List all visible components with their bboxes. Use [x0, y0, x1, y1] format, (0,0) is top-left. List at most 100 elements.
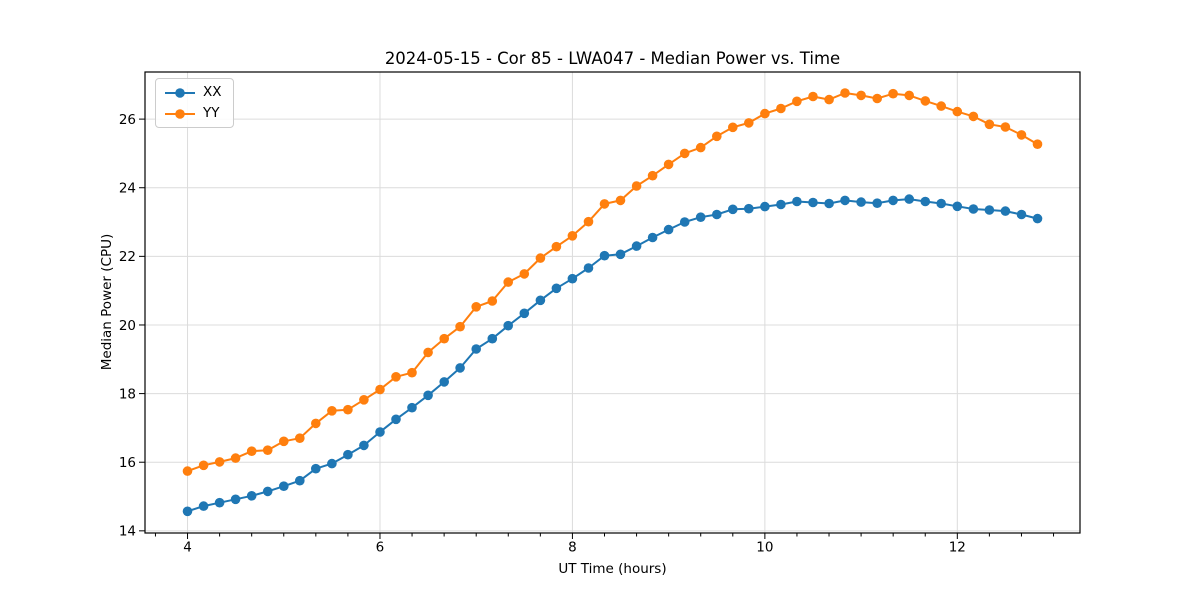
data-point: [615, 249, 626, 260]
data-point: [856, 197, 866, 207]
data-point: [182, 466, 193, 476]
data-point: [856, 90, 866, 101]
data-point: [567, 231, 578, 241]
data-point: [551, 241, 562, 252]
data-point: [198, 501, 209, 511]
data-point: [647, 232, 658, 243]
data-point: [262, 486, 273, 497]
data-point: [631, 181, 642, 191]
data-point: [1000, 206, 1011, 216]
data-point: [519, 269, 530, 279]
data-point: [872, 198, 882, 208]
data-point: [712, 209, 722, 220]
data-point: [230, 453, 241, 463]
legend-label-yy: YY: [203, 104, 220, 121]
data-point: [214, 497, 225, 508]
data-point: [808, 91, 818, 102]
data-point: [391, 414, 401, 425]
data-point: [391, 372, 401, 382]
data-point: [599, 199, 610, 209]
data-point: [792, 96, 802, 107]
data-point: [262, 445, 273, 456]
x-tick-label: 10: [756, 540, 773, 556]
data-point: [407, 402, 417, 413]
data-point: [728, 204, 738, 215]
data-point: [824, 198, 834, 209]
data-point: [375, 427, 385, 437]
data-point: [343, 449, 353, 460]
series-yy: [182, 88, 1043, 476]
data-point: [615, 195, 626, 206]
data-point: [808, 197, 818, 208]
series-xx: [182, 194, 1043, 517]
data-point: [198, 460, 209, 471]
data-point: [840, 195, 850, 206]
data-point: [936, 101, 946, 111]
data-point: [984, 205, 995, 215]
data-point: [359, 440, 369, 451]
data-point: [567, 273, 578, 284]
data-point: [407, 367, 417, 378]
data-point: [182, 506, 193, 517]
data-point: [535, 253, 546, 263]
data-point: [455, 363, 465, 373]
data-point: [343, 404, 353, 415]
legend: XX YY: [155, 78, 234, 128]
data-point: [792, 196, 802, 207]
data-point: [760, 108, 770, 119]
data-point: [776, 199, 786, 210]
data-point: [872, 93, 882, 104]
data-point: [1016, 130, 1027, 140]
legend-swatch-yy: [165, 108, 195, 119]
y-tick-label: 18: [119, 386, 136, 402]
x-tick-label: 12: [949, 540, 966, 556]
data-point: [968, 204, 979, 214]
data-point: [1016, 209, 1027, 220]
data-point: [663, 224, 674, 235]
data-point: [920, 96, 931, 106]
data-point: [295, 475, 305, 486]
data-point: [439, 333, 450, 344]
data-point: [695, 212, 706, 222]
data-point: [375, 384, 385, 395]
data-point: [631, 241, 642, 251]
data-point: [471, 344, 482, 354]
legend-label-xx: XX: [203, 83, 222, 100]
data-point: [311, 418, 321, 429]
data-point: [695, 142, 706, 153]
y-tick-label: 16: [119, 455, 136, 471]
data-point: [551, 283, 562, 294]
x-axis-label: UT Time (hours): [558, 561, 667, 577]
x-tick-label: 4: [183, 540, 192, 556]
data-point: [663, 159, 674, 170]
data-point: [423, 390, 433, 401]
data-point: [599, 250, 610, 261]
data-point: [952, 201, 963, 212]
data-point: [744, 203, 754, 214]
data-point: [583, 216, 594, 227]
data-point: [647, 170, 658, 181]
data-point: [984, 119, 995, 130]
data-point: [920, 196, 931, 207]
y-tick-label: 22: [119, 249, 136, 265]
data-point: [1000, 122, 1011, 132]
data-point: [503, 277, 513, 287]
data-point: [246, 491, 257, 501]
data-point: [279, 436, 289, 447]
y-tick-label: 20: [119, 318, 136, 334]
data-point: [904, 90, 914, 101]
data-point: [214, 457, 225, 467]
data-point: [519, 308, 530, 319]
data-point: [679, 217, 690, 227]
data-point: [455, 321, 465, 332]
data-point: [1032, 139, 1043, 149]
y-tick-label: 14: [119, 524, 136, 540]
data-point: [311, 463, 321, 474]
chart-title: 2024-05-15 - Cor 85 - LWA047 - Median Po…: [384, 49, 841, 68]
data-point: [888, 88, 898, 99]
data-point: [439, 377, 450, 387]
legend-entry-yy: YY: [164, 105, 222, 122]
data-point: [712, 131, 722, 142]
